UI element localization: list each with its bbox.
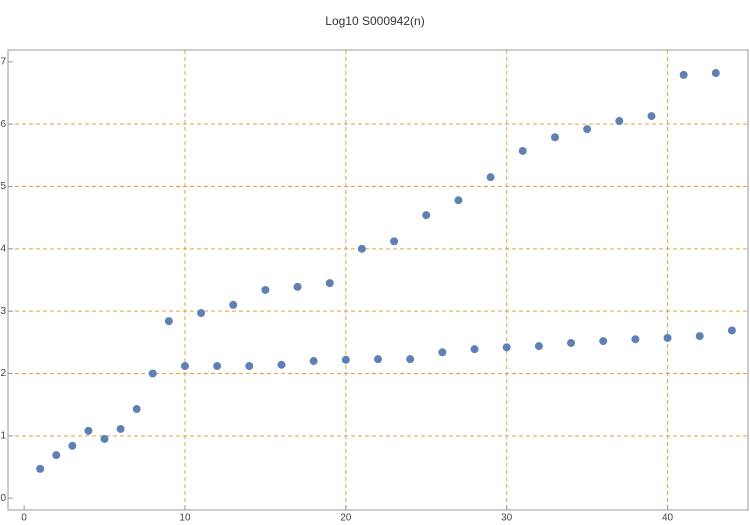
point [599, 337, 608, 346]
point [550, 133, 559, 142]
point [422, 211, 431, 220]
point [357, 244, 366, 253]
point [567, 338, 576, 347]
point [197, 309, 206, 318]
y-tick-label: 6 [0, 119, 6, 130]
x-tick-label: 30 [501, 513, 513, 524]
point [164, 317, 173, 326]
point [647, 112, 656, 121]
y-tick-label: 7 [0, 56, 6, 67]
point [534, 342, 543, 351]
point [68, 441, 77, 450]
y-tick-label: 0 [0, 493, 6, 504]
x-tick-label: 0 [21, 513, 27, 524]
y-tick-label: 2 [0, 368, 6, 379]
point [583, 125, 592, 134]
point [615, 117, 624, 126]
point [727, 326, 736, 335]
point [374, 355, 382, 364]
point [100, 434, 109, 443]
y-tick-label: 3 [0, 306, 6, 317]
point [293, 282, 302, 291]
point [695, 332, 704, 341]
point [470, 345, 479, 354]
point [390, 237, 399, 246]
point [116, 424, 125, 433]
point [229, 300, 238, 309]
point [213, 362, 222, 371]
point [454, 196, 463, 205]
point [679, 70, 688, 79]
point [277, 360, 286, 369]
plot-frame [7, 49, 749, 511]
point [711, 69, 720, 78]
x-tick-label: 10 [179, 513, 191, 524]
point [261, 285, 270, 294]
point [502, 343, 511, 352]
point [325, 279, 334, 288]
point [148, 369, 157, 378]
point [518, 146, 527, 155]
point [245, 362, 254, 371]
point [180, 362, 189, 371]
point [52, 451, 61, 460]
point [631, 335, 640, 344]
x-tick-label: 40 [662, 513, 674, 524]
y-tick-label: 4 [0, 243, 6, 254]
point [84, 426, 93, 435]
point [341, 355, 350, 364]
point [663, 333, 672, 342]
y-tick-label: 5 [0, 181, 6, 192]
x-tick-label: 20 [340, 513, 352, 524]
point [36, 464, 45, 473]
point [132, 405, 141, 414]
point [406, 355, 415, 364]
point [486, 173, 495, 182]
point [438, 348, 447, 357]
y-tick-label: 1 [0, 430, 6, 441]
point [309, 357, 318, 366]
chart-title: Log10 S000942(n) [325, 14, 424, 28]
